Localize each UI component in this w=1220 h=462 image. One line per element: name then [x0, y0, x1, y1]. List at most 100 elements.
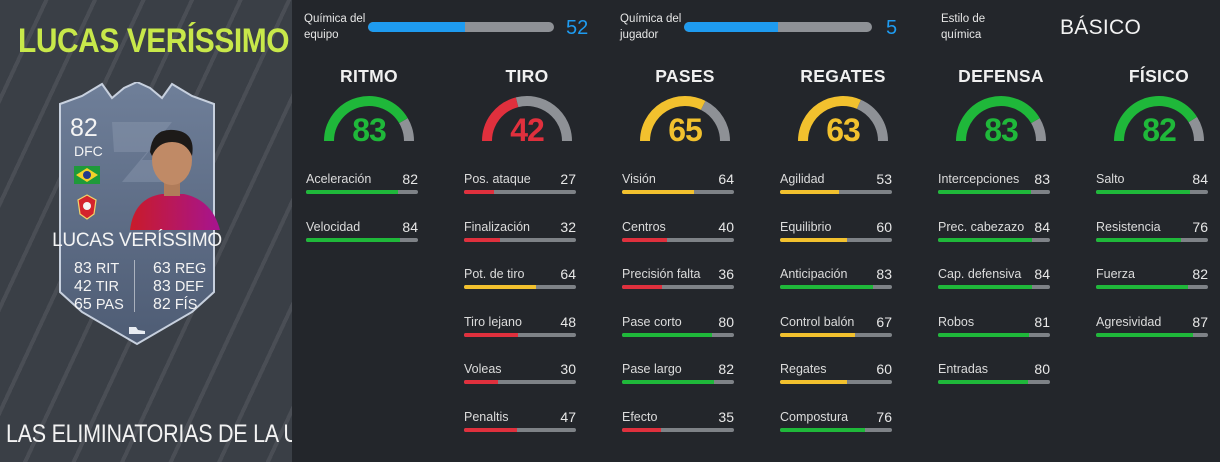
attribute-value: 84 [1192, 171, 1208, 187]
attribute-row: Compostura 76 [780, 409, 892, 434]
attribute-bar-fill [780, 285, 873, 290]
attribute-row: Anticipación 83 [780, 266, 892, 291]
attribute-value: 76 [876, 409, 892, 425]
attribute-row: Regates 60 [780, 361, 892, 386]
attribute-bar-fill [780, 332, 856, 337]
attribute-bar [622, 237, 734, 242]
attribute-value: 80 [1034, 361, 1050, 378]
attribute-label: Pos. ataque [464, 172, 531, 186]
attribute-bar [938, 380, 1050, 385]
attribute-bar [1096, 332, 1208, 337]
attribute-value: 84 [1034, 218, 1050, 235]
category-gauge [798, 96, 888, 142]
attribute-bar-fill [622, 332, 712, 337]
attribute-row: Tiro lejano 48 [464, 313, 576, 339]
gauge-fill [324, 96, 408, 142]
card-stat-pas: 65 PAS [74, 296, 124, 313]
gauge-track [515, 96, 572, 142]
attribute-bar-fill [464, 285, 536, 290]
attribute-row: Cap. defensiva 84 [938, 266, 1050, 291]
card-stat-def: 83 DEF [153, 278, 204, 295]
attribute-label: Agresividad [1096, 314, 1162, 329]
attribute-value: 67 [876, 313, 892, 330]
category-value: 42 [510, 112, 545, 148]
gauge-fill [956, 96, 1040, 142]
attribute-row: Entradas 80 [938, 361, 1050, 386]
attribute-label: Penaltis [464, 410, 509, 424]
attribute-value: 60 [876, 361, 892, 378]
attribute-value: 83 [876, 266, 892, 283]
attribute-bar [780, 380, 892, 385]
attribute-value: 80 [718, 313, 734, 330]
attribute-bar-fill [938, 190, 1031, 194]
attribute-row: Voleas 30 [464, 361, 576, 386]
attribute-bar [1096, 190, 1208, 194]
attribute-bar [622, 332, 734, 337]
category-title: TIRO [505, 66, 549, 86]
attribute-bar-fill [780, 428, 866, 432]
attribute-bar-fill [780, 237, 848, 242]
boot-icon [129, 327, 145, 334]
attribute-row: Pase largo 82 [622, 361, 734, 386]
attribute-label: Entradas [938, 362, 989, 377]
gauge-track [856, 99, 888, 142]
attribute-value: 27 [560, 171, 576, 187]
player-chemistry-label: Química del jugador [620, 13, 682, 41]
attribute-label: Finalización [464, 219, 531, 234]
attribute-value: 48 [560, 313, 576, 330]
team-chemistry-bar [368, 22, 554, 32]
attribute-value: 35 [718, 409, 734, 425]
category-value: 63 [826, 112, 861, 148]
attribute-value: 40 [718, 218, 734, 235]
attribute-row: Finalización 32 [464, 219, 576, 244]
card-position: DFC [74, 143, 103, 159]
category-value: 83 [352, 112, 387, 148]
attribute-value: 53 [876, 171, 892, 187]
category-value: 82 [1142, 112, 1177, 148]
player-name: LUCAS VERÍSSIMO [18, 22, 290, 60]
attribute-bar [938, 237, 1050, 242]
attribute-label: Salto [1096, 172, 1125, 186]
attribute-bar-fill [306, 190, 398, 194]
player-chemistry-bar [684, 22, 872, 32]
attribute-label: Cap. defensiva [938, 267, 1022, 282]
player-panel: LUCAS VERÍSSIMO 82 DFC [0, 0, 292, 462]
attribute-bar [622, 428, 734, 432]
attribute-bar-fill [938, 285, 1033, 290]
attribute-bar [1096, 285, 1208, 290]
attribute-bar [938, 332, 1050, 337]
attribute-bar [780, 190, 892, 194]
promo-name: LAS ELIMINATORIAS DE LA UCI [6, 420, 292, 448]
attribute-bar [464, 237, 576, 242]
attribute-value: 82 [402, 171, 418, 187]
attribute-value: 81 [1034, 313, 1050, 330]
attribute-value: 84 [1034, 266, 1050, 283]
attribute-label: Pase corto [622, 314, 682, 329]
gauge-track [399, 118, 414, 142]
attribute-label: Resistencia [1096, 219, 1161, 234]
card-player-name: LUCAS VERÍSSIMO [52, 230, 222, 251]
attribute-value: 87 [1192, 313, 1208, 330]
attribute-label: Efecto [622, 410, 658, 424]
attribute-bar-fill [938, 332, 1029, 337]
player-chemistry-value: 5 [886, 17, 898, 39]
attribute-label: Centros [622, 219, 666, 234]
category-title: DEFENSA [958, 66, 1044, 86]
category-title: RITMO [340, 66, 398, 86]
attribute-bar-fill [464, 332, 518, 337]
category-gauge [482, 96, 572, 142]
chemistry-style-value[interactable]: BÁSICO [1060, 16, 1142, 39]
attribute-bar-fill [622, 285, 663, 290]
attribute-bar-fill [938, 237, 1033, 242]
card-stat-reg: 63 REG [153, 260, 207, 277]
attribute-row: Robos 81 [938, 313, 1050, 339]
card-stat-tir: 42 TIR [74, 278, 119, 295]
attribute-bar-fill [938, 380, 1028, 385]
attribute-row: Intercepciones 83 [938, 171, 1050, 196]
attribute-bar-fill [780, 190, 840, 194]
player-card[interactable]: 82 DFC LUCAS VERÍSSIMO [52, 82, 222, 347]
attribute-row: Pos. ataque 27 [464, 171, 576, 196]
category-title: FÍSICO [1128, 66, 1190, 86]
attribute-row: Salto 84 [1096, 171, 1208, 196]
attribute-label: Regates [780, 362, 827, 377]
